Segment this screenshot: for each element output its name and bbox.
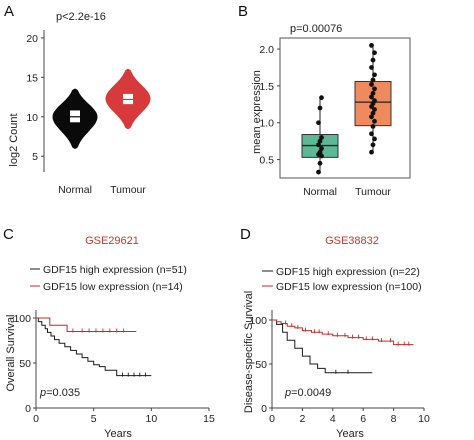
- panel-b-point-tumour-13: [370, 90, 376, 96]
- panel-c-ytick-100: 100: [13, 313, 31, 325]
- panel-d-xlabel: Years: [336, 428, 364, 440]
- panel-b-frame: [279, 37, 411, 179]
- panel-b-point-normal-4: [317, 149, 323, 155]
- panel-d-curve-low: [272, 319, 414, 346]
- panel-a-xtick-normal: Normal: [58, 184, 92, 196]
- panel-c-pvalue: p=0.035: [39, 387, 80, 399]
- panel-b-point-normal-11: [319, 95, 324, 101]
- panel-b-point-tumour-19: [370, 57, 376, 63]
- panel-b-ytick-0.5: 0.5: [259, 155, 274, 167]
- panel-d-pvalue-value: =0.0049: [291, 387, 331, 399]
- panel-d-pvalue-prefix: p: [284, 387, 291, 399]
- panel-b-ytick-2.0: 2.0: [259, 44, 274, 56]
- panel-b-point-normal-1: [317, 160, 323, 166]
- panel-c-letter: C: [3, 226, 14, 243]
- panel-a-ytick-20: 20: [26, 33, 38, 45]
- panel-b-point-tumour-17: [372, 72, 377, 78]
- panel-c-pvalue-prefix: p: [39, 387, 46, 399]
- panel-b-point-tumour-11: [372, 98, 377, 104]
- panel-d-xtick-8: 8: [391, 413, 397, 425]
- panel-b-point-tumour-3: [369, 131, 374, 137]
- panel-d-ytick-50: 50: [255, 359, 267, 371]
- panel-b-point-tumour-4: [370, 124, 376, 129]
- panel-d-xtick-10: 10: [418, 413, 430, 425]
- panel-c: C GSE29621 GDF15 high expression (n=51) …: [3, 226, 215, 440]
- panel-c-xtick-5: 5: [91, 413, 97, 425]
- panel-b: B p=0.00076 mean expression 0.5 1.0 1.5 2.0…: [238, 3, 411, 198]
- panel-a-ytick-15: 15: [26, 72, 38, 84]
- panel-d-letter: D: [240, 226, 251, 243]
- panel-b-letter: B: [238, 3, 248, 20]
- panel-b-point-normal-8: [319, 135, 324, 140]
- panel-c-pvalue-value: =0.035: [46, 387, 80, 399]
- panel-b-point-normal-9: [316, 120, 321, 126]
- panel-b-point-tumour-18: [369, 65, 374, 70]
- panel-b-ytick-1.0: 1.0: [259, 118, 274, 130]
- panel-b-point-normal-6: [316, 142, 321, 148]
- panel-b-point-tumour-1: [370, 142, 376, 148]
- panel-c-ytick-50: 50: [19, 358, 31, 370]
- panel-b-xtick-normal: Normal: [303, 186, 337, 198]
- panel-d-legend-low: GDF15 low expression (n=100): [276, 281, 422, 293]
- panel-d-xtick-6: 6: [360, 413, 366, 425]
- panel-d-xtick-4: 4: [330, 413, 336, 425]
- panel-b-xtick-tumour: Tumour: [355, 186, 391, 198]
- panel-d-legend-high: GDF15 high expression (n=22): [276, 266, 420, 278]
- panel-d-xtick-2: 2: [299, 413, 305, 425]
- panel-b-ytick-1.5: 1.5: [259, 81, 274, 93]
- panel-d-legend: GDF15 high expression (n=22) GDF15 low e…: [262, 266, 422, 293]
- panel-c-curve-high: [36, 317, 152, 377]
- panel-b-point-normal-5: [319, 146, 324, 151]
- panel-c-legend: GDF15 high expression (n=51) GDF15 low e…: [30, 264, 187, 293]
- panel-b-point-tumour-8: [372, 107, 377, 112]
- panel-b-point-tumour-20: [372, 50, 377, 56]
- panel-d-dataset: GSE38832: [325, 235, 379, 247]
- panel-c-legend-high: GDF15 high expression (n=51): [43, 264, 187, 276]
- panel-b-point-tumour-21: [369, 42, 374, 48]
- panel-c-legend-low: GDF15 low expression (n=14): [43, 281, 183, 293]
- panel-d: D GSE38832 GDF15 high expression (n=22) …: [240, 226, 430, 440]
- panel-b-point-normal-10: [317, 105, 323, 111]
- panel-a-ytick-5: 5: [32, 151, 38, 163]
- panel-d-xtick-0: 0: [269, 413, 275, 425]
- panel-a-letter: A: [4, 3, 14, 20]
- panel-a: A p<2.2e-16 log2 Count 5 10 15 20 Normal Tu…: [4, 3, 151, 196]
- panel-a-xtick-tumour: Tumour: [110, 184, 146, 196]
- panel-c-curve-low: [36, 317, 137, 332]
- panel-a-ytick-10: 10: [26, 112, 38, 124]
- panel-c-xtick-15: 15: [203, 413, 215, 425]
- panel-c-xlabel: Years: [104, 428, 132, 440]
- panel-d-pvalue: p=0.0049: [284, 387, 331, 399]
- panel-c-ylabel: Overall Survival: [5, 314, 17, 391]
- panel-d-curve-high: [272, 319, 373, 374]
- panel-b-point-tumour-12: [369, 94, 374, 100]
- panel-b-point-tumour-6: [369, 114, 374, 120]
- panel-d-ytick-0: 0: [261, 403, 267, 415]
- panel-b-point-tumour-7: [370, 110, 376, 116]
- panel-b-point-tumour-14: [372, 86, 377, 92]
- panel-b-ylabel: mean expression: [251, 70, 263, 154]
- panel-b-point-tumour-15: [369, 82, 374, 87]
- panel-c-dataset: GSE29621: [85, 235, 139, 247]
- panel-b-pvalue: p=0.00076: [290, 23, 342, 35]
- panel-a-ylabel: log2 Count: [8, 113, 20, 166]
- panel-c-xtick-10: 10: [145, 413, 157, 425]
- panel-b-point-tumour-0: [369, 149, 374, 155]
- panel-b-point-normal-0: [316, 169, 321, 175]
- panel-d-ylabel: Disease-specific Survival: [243, 291, 255, 413]
- panel-a-pvalue: p<2.2e-16: [56, 11, 106, 23]
- panel-b-point-tumour-5: [372, 118, 377, 124]
- panel-b-point-tumour-2: [372, 136, 377, 142]
- panel-b-point-tumour-16: [370, 77, 376, 83]
- panel-b-point-normal-7: [317, 138, 323, 144]
- panel-c-xtick-0: 0: [33, 413, 39, 425]
- panel-c-ytick-0: 0: [25, 403, 31, 415]
- panel-d-ytick-100: 100: [249, 315, 267, 327]
